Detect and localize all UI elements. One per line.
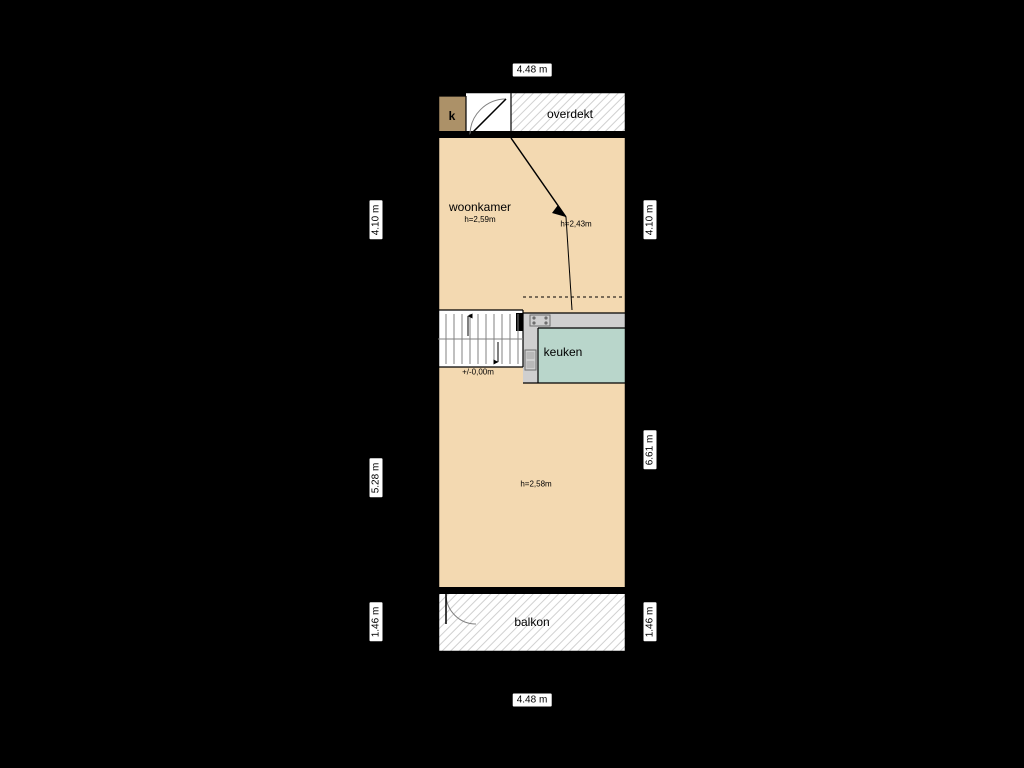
floorplan-stage: 4.48 m 4.48 m 4.10 m 4.10 m 5.28 m 6.61 … [0,0,1024,768]
dim-top: 4.48 m [512,63,553,78]
dim-right-mid: 6.61 m [643,430,658,471]
label-woonkamer-text: woonkamer [449,200,511,214]
dim-left-upper: 4.10 m [369,200,384,241]
label-annex-height: h=2,43m [560,220,591,229]
label-keuken: keuken [544,345,583,359]
dim-right-balkon: 1.46 m [643,602,658,643]
dim-bottom: 4.48 m [512,693,553,708]
label-overdekt: overdekt [547,107,593,121]
floorplan-svg [358,52,666,716]
label-closet: k [449,109,456,123]
label-woonkamer: woonkamer h=2,59m [449,200,511,224]
label-woonkamer-height: h=2,59m [449,215,511,224]
floorplan: 4.48 m 4.48 m 4.10 m 4.10 m 5.28 m 6.61 … [358,52,666,716]
label-balkon: balkon [514,615,549,629]
label-stair-level: +/-0,00m [462,368,494,377]
dim-right-upper: 4.10 m [643,200,658,241]
dim-left-balkon: 1.46 m [369,602,384,643]
dim-left-lower: 5.28 m [369,458,384,499]
label-lower-height: h=2,58m [520,480,551,489]
